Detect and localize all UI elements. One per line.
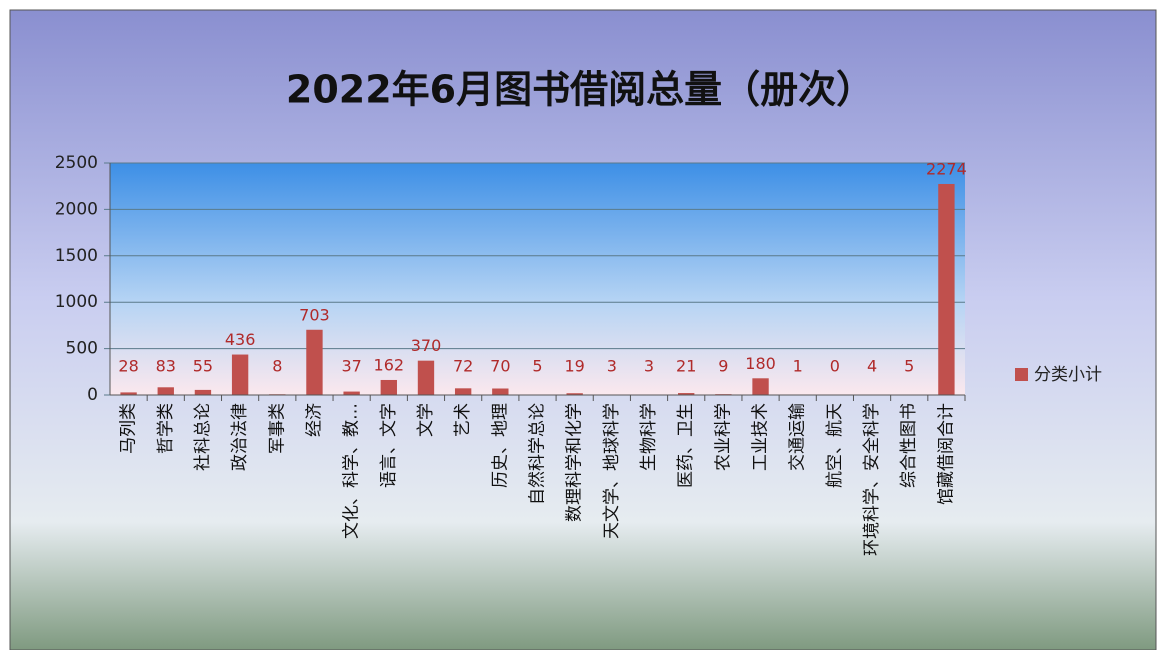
x-tick-label: 语言、文字	[379, 403, 399, 488]
bar	[454, 388, 472, 395]
value-label: 3	[644, 357, 654, 376]
value-label: 2274	[926, 159, 967, 178]
value-label: 55	[193, 357, 213, 376]
value-label: 5	[532, 357, 542, 376]
value-label: 21	[676, 357, 696, 376]
chart-title: 2022年6月图书借阅总量（册次）	[286, 68, 874, 112]
value-label: 4	[867, 357, 877, 376]
x-tick-label: 政治法律	[230, 403, 250, 471]
value-label: 37	[341, 357, 361, 376]
y-tick-label: 1500	[55, 246, 98, 266]
legend-swatch	[1015, 368, 1028, 381]
x-tick-label: 艺术	[453, 403, 473, 437]
value-label: 180	[745, 354, 776, 373]
x-tick-label: 天文学、地球科学	[602, 403, 622, 539]
y-tick-label: 0	[87, 385, 98, 405]
x-tick-label: 自然科学总论	[528, 403, 548, 505]
value-label: 436	[225, 330, 256, 349]
bar	[194, 389, 212, 395]
x-tick-label: 农业科学	[713, 403, 733, 471]
bar	[380, 379, 397, 395]
value-label: 5	[904, 357, 914, 376]
y-tick-label: 2500	[55, 153, 98, 173]
value-label: 370	[411, 336, 442, 355]
value-label: 70	[490, 357, 510, 376]
x-tick-label: 历史、地理	[490, 403, 510, 488]
x-tick-label: 文化、科学、教…	[342, 403, 362, 539]
value-label: 0	[830, 357, 840, 376]
value-label: 83	[156, 357, 176, 376]
bar	[306, 329, 323, 395]
x-tick-label: 医药、卫生	[676, 403, 696, 488]
x-tick-label: 环境科学、安全科学	[862, 403, 882, 556]
legend-label: 分类小计	[1034, 365, 1102, 385]
x-tick-label: 哲学类	[156, 403, 176, 454]
x-tick-label: 航空、航天	[825, 403, 845, 488]
bar	[938, 183, 955, 395]
x-tick-label: 军事类	[267, 403, 287, 454]
value-label: 28	[118, 357, 138, 376]
x-tick-label: 马列类	[119, 403, 139, 454]
value-label: 19	[564, 357, 584, 376]
x-tick-label: 社科总论	[193, 403, 213, 471]
x-tick-label: 经济	[304, 403, 324, 437]
bar	[417, 360, 435, 395]
value-label: 162	[374, 355, 405, 374]
bar	[492, 388, 509, 395]
plot-area	[110, 163, 965, 395]
value-label: 703	[299, 305, 330, 324]
bar	[343, 391, 360, 395]
value-label: 9	[718, 357, 728, 376]
bar	[678, 393, 695, 395]
x-tick-label: 综合性图书	[899, 403, 919, 488]
bar	[120, 392, 137, 395]
value-label: 8	[272, 357, 282, 376]
x-tick-label: 数理科学和化学	[565, 403, 585, 522]
value-label: 72	[453, 357, 473, 376]
x-tick-label: 馆藏借阅合计	[936, 403, 956, 505]
x-tick-label: 生物科学	[639, 403, 659, 471]
x-tick-label: 交通运输	[788, 403, 808, 471]
x-tick-label: 文学	[416, 403, 436, 437]
value-label: 1	[793, 357, 803, 376]
bar	[566, 393, 583, 395]
y-tick-label: 2000	[55, 199, 98, 219]
bar	[231, 354, 249, 395]
y-tick-label: 1000	[55, 292, 98, 312]
x-tick-label: 工业技术	[751, 403, 771, 471]
y-tick-label: 500	[66, 339, 98, 359]
bar	[157, 387, 174, 395]
value-label: 3	[607, 357, 617, 376]
bar	[752, 378, 769, 395]
